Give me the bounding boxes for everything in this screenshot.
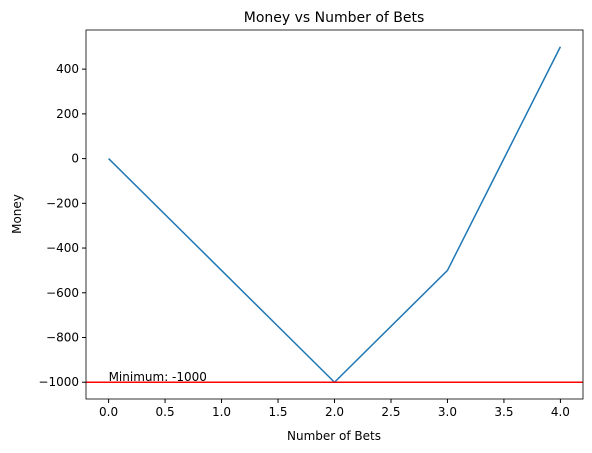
chart-title: Money vs Number of Bets [244,10,425,26]
annotation: Minimum: -1000 [109,370,207,384]
y-axis-label: Money [10,194,24,234]
y-tick-label: −400 [46,241,79,255]
x-tick-label: 2.0 [325,405,344,419]
x-tick-label: 1.5 [268,405,287,419]
x-axis-label: Number of Bets [287,429,381,443]
x-tick-label: 0.5 [156,405,175,419]
x-tick-label: 3.0 [438,405,457,419]
y-tick-label: −600 [46,286,79,300]
y-tick-label: 400 [56,62,79,76]
x-tick-label: 3.5 [494,405,513,419]
y-tick-label: −200 [46,196,79,210]
x-tick-label: 1.0 [212,405,231,419]
x-tick-label: 2.5 [381,405,400,419]
y-tick-label: 200 [56,107,79,121]
line-series [108,46,562,384]
x-tick-label: 0.0 [99,405,118,419]
y-tick-label: −800 [46,331,79,345]
y-tick-label: 0 [71,152,79,166]
plot-frame [85,29,584,400]
y-tick-label: −1000 [38,375,79,389]
x-tick-label: 4.0 [551,405,570,419]
